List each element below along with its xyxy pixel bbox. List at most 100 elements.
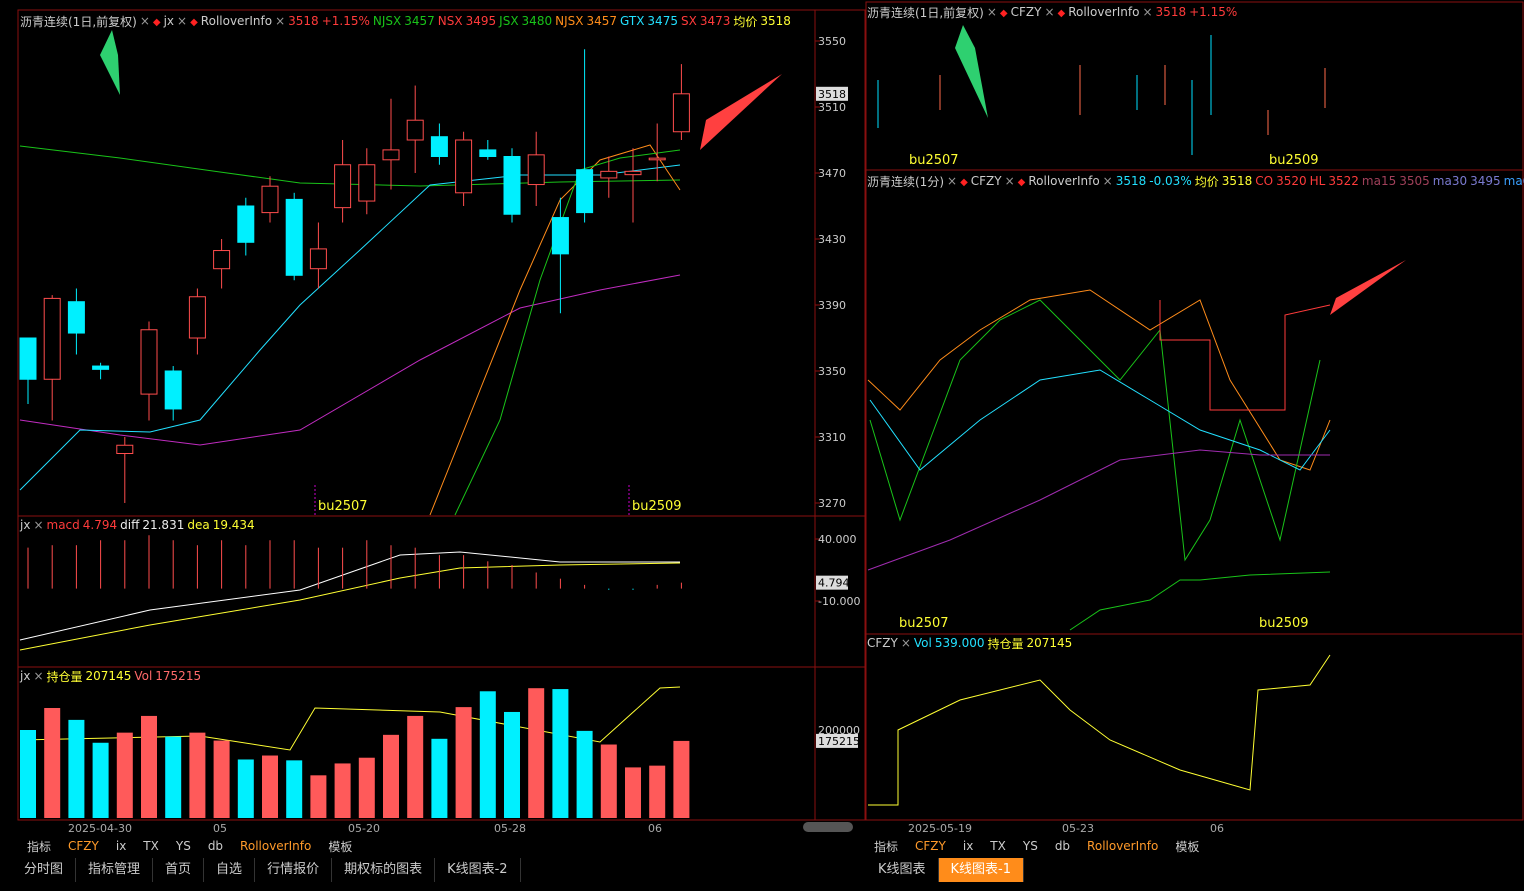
volume-bar <box>262 755 278 818</box>
nav-tab[interactable]: 指标管理 <box>76 858 154 882</box>
volume-bar <box>116 732 133 818</box>
volume-bar <box>286 760 303 818</box>
nav-tab[interactable]: 分时图 <box>12 858 77 882</box>
volume-bar <box>504 711 520 818</box>
y-tick-label: 3390 <box>818 299 846 312</box>
indicator-label: SX <box>680 14 697 28</box>
tab[interactable]: TX <box>990 839 1006 853</box>
candle-body <box>430 136 448 157</box>
item-label: dea <box>187 518 210 532</box>
tab[interactable]: TX <box>143 839 159 853</box>
nav-tab[interactable]: K线图表 <box>866 858 939 882</box>
tab[interactable]: 指标 <box>874 839 899 854</box>
y-tick-label: 3510 <box>818 101 846 114</box>
item-value: 21.831 <box>142 518 185 532</box>
tab[interactable]: CFZY <box>915 839 946 853</box>
item-value: 207145 <box>1026 636 1073 650</box>
tab[interactable]: ix <box>962 839 974 853</box>
nav-tab[interactable]: 行情报价 <box>255 858 333 882</box>
volume-bar <box>431 738 448 818</box>
volume-bar <box>673 740 690 818</box>
candle-body <box>624 170 642 176</box>
candle-body <box>503 156 521 215</box>
candle-body <box>92 365 110 370</box>
nav-tab[interactable]: 期权标的图表 <box>332 858 436 882</box>
item-label: macd <box>46 518 80 532</box>
y-tick-label: 3270 <box>818 497 846 510</box>
nav-tab[interactable]: K线图表-1 <box>938 858 1025 882</box>
candle-body <box>455 139 473 194</box>
nav-tab[interactable]: K线图表-2 <box>435 858 521 882</box>
indicator-label: ma15 <box>1361 174 1397 188</box>
study-name: CFZY <box>970 174 1002 188</box>
volume-bar <box>407 715 424 818</box>
tab[interactable]: 模板 <box>1175 839 1200 854</box>
close-icon <box>275 14 285 28</box>
y-tick-label: 3350 <box>818 365 846 378</box>
volume-bar <box>528 688 545 818</box>
tab[interactable]: RolloverInfo <box>1087 839 1159 853</box>
study-name: RolloverInfo <box>1028 174 1100 188</box>
tab[interactable]: 指标 <box>27 839 52 854</box>
title-bar: 沥青连续(1分)CFZYRolloverInfo3518-0.03%均价3518… <box>867 173 1524 189</box>
candle-body <box>43 297 61 380</box>
tab[interactable]: YS <box>175 839 191 853</box>
candle-body <box>551 217 569 255</box>
close-icon <box>1005 174 1015 188</box>
indicator-value: 3475 <box>647 14 678 28</box>
tab[interactable]: 模板 <box>328 839 353 854</box>
tab-bar: 指标 CFZY ix TX YS db RolloverInfo 模板 <box>867 838 1206 854</box>
volume-bar <box>600 744 617 818</box>
price: 3518 <box>1155 5 1187 19</box>
tab[interactable]: YS <box>1022 839 1038 853</box>
last-price: 3518 <box>818 88 846 101</box>
indicator-value: 3522 <box>1328 174 1359 188</box>
study-name: jx <box>163 14 175 28</box>
indicator-label: 均价 <box>733 14 758 29</box>
candle-body <box>116 444 134 454</box>
study-name: CFZY <box>1010 5 1042 19</box>
candle-body <box>406 119 424 141</box>
contract-label: bu2507 <box>318 499 368 514</box>
candle-body <box>479 149 497 157</box>
item-value: 19.434 <box>212 518 255 532</box>
tab[interactable]: db <box>207 839 224 853</box>
contract-label: bu2509 <box>632 499 682 514</box>
candle-body <box>140 329 158 395</box>
candle-body <box>309 248 327 270</box>
volume-bar <box>141 715 157 818</box>
nav-bar: K线图表 K线图表-1 <box>866 858 1025 882</box>
candle-body <box>672 93 690 133</box>
tab[interactable]: db <box>1054 839 1071 853</box>
candle-body <box>67 301 85 334</box>
close-icon <box>33 669 43 683</box>
change: +1.15% <box>321 14 370 28</box>
tab[interactable]: RolloverInfo <box>240 839 312 853</box>
right-top-bars <box>877 35 1212 155</box>
x-tick-label: 05-23 <box>1062 822 1094 835</box>
nav-tab[interactable]: 自选 <box>204 858 256 882</box>
study-name: jx <box>20 518 31 532</box>
x-tick-label: 2025-04-30 <box>68 822 132 835</box>
slider[interactable] <box>803 822 853 832</box>
title-bar: 沥青连续(1日,前复权) CFZY RolloverInfo 3518+1.15% <box>867 4 1237 20</box>
panel-borders <box>17 1 1524 821</box>
nav-tab[interactable]: 首页 <box>153 858 205 882</box>
indicator-value: 3495 <box>465 14 497 28</box>
candle-body <box>164 370 182 410</box>
candle-body <box>382 149 400 161</box>
volume-bar <box>68 719 85 818</box>
indicator-value: 3495 <box>1470 174 1501 188</box>
diamond-icon <box>1018 174 1026 188</box>
item-value: 175215 <box>155 669 202 683</box>
tab[interactable]: ix <box>115 839 127 853</box>
right-top-bars-red <box>939 65 1326 135</box>
volume-bar <box>165 736 182 818</box>
indicator-value: 3473 <box>699 14 731 28</box>
tab[interactable]: CFZY <box>68 839 99 853</box>
diamond-icon <box>960 174 968 188</box>
last-volume: 175215 <box>818 735 860 748</box>
